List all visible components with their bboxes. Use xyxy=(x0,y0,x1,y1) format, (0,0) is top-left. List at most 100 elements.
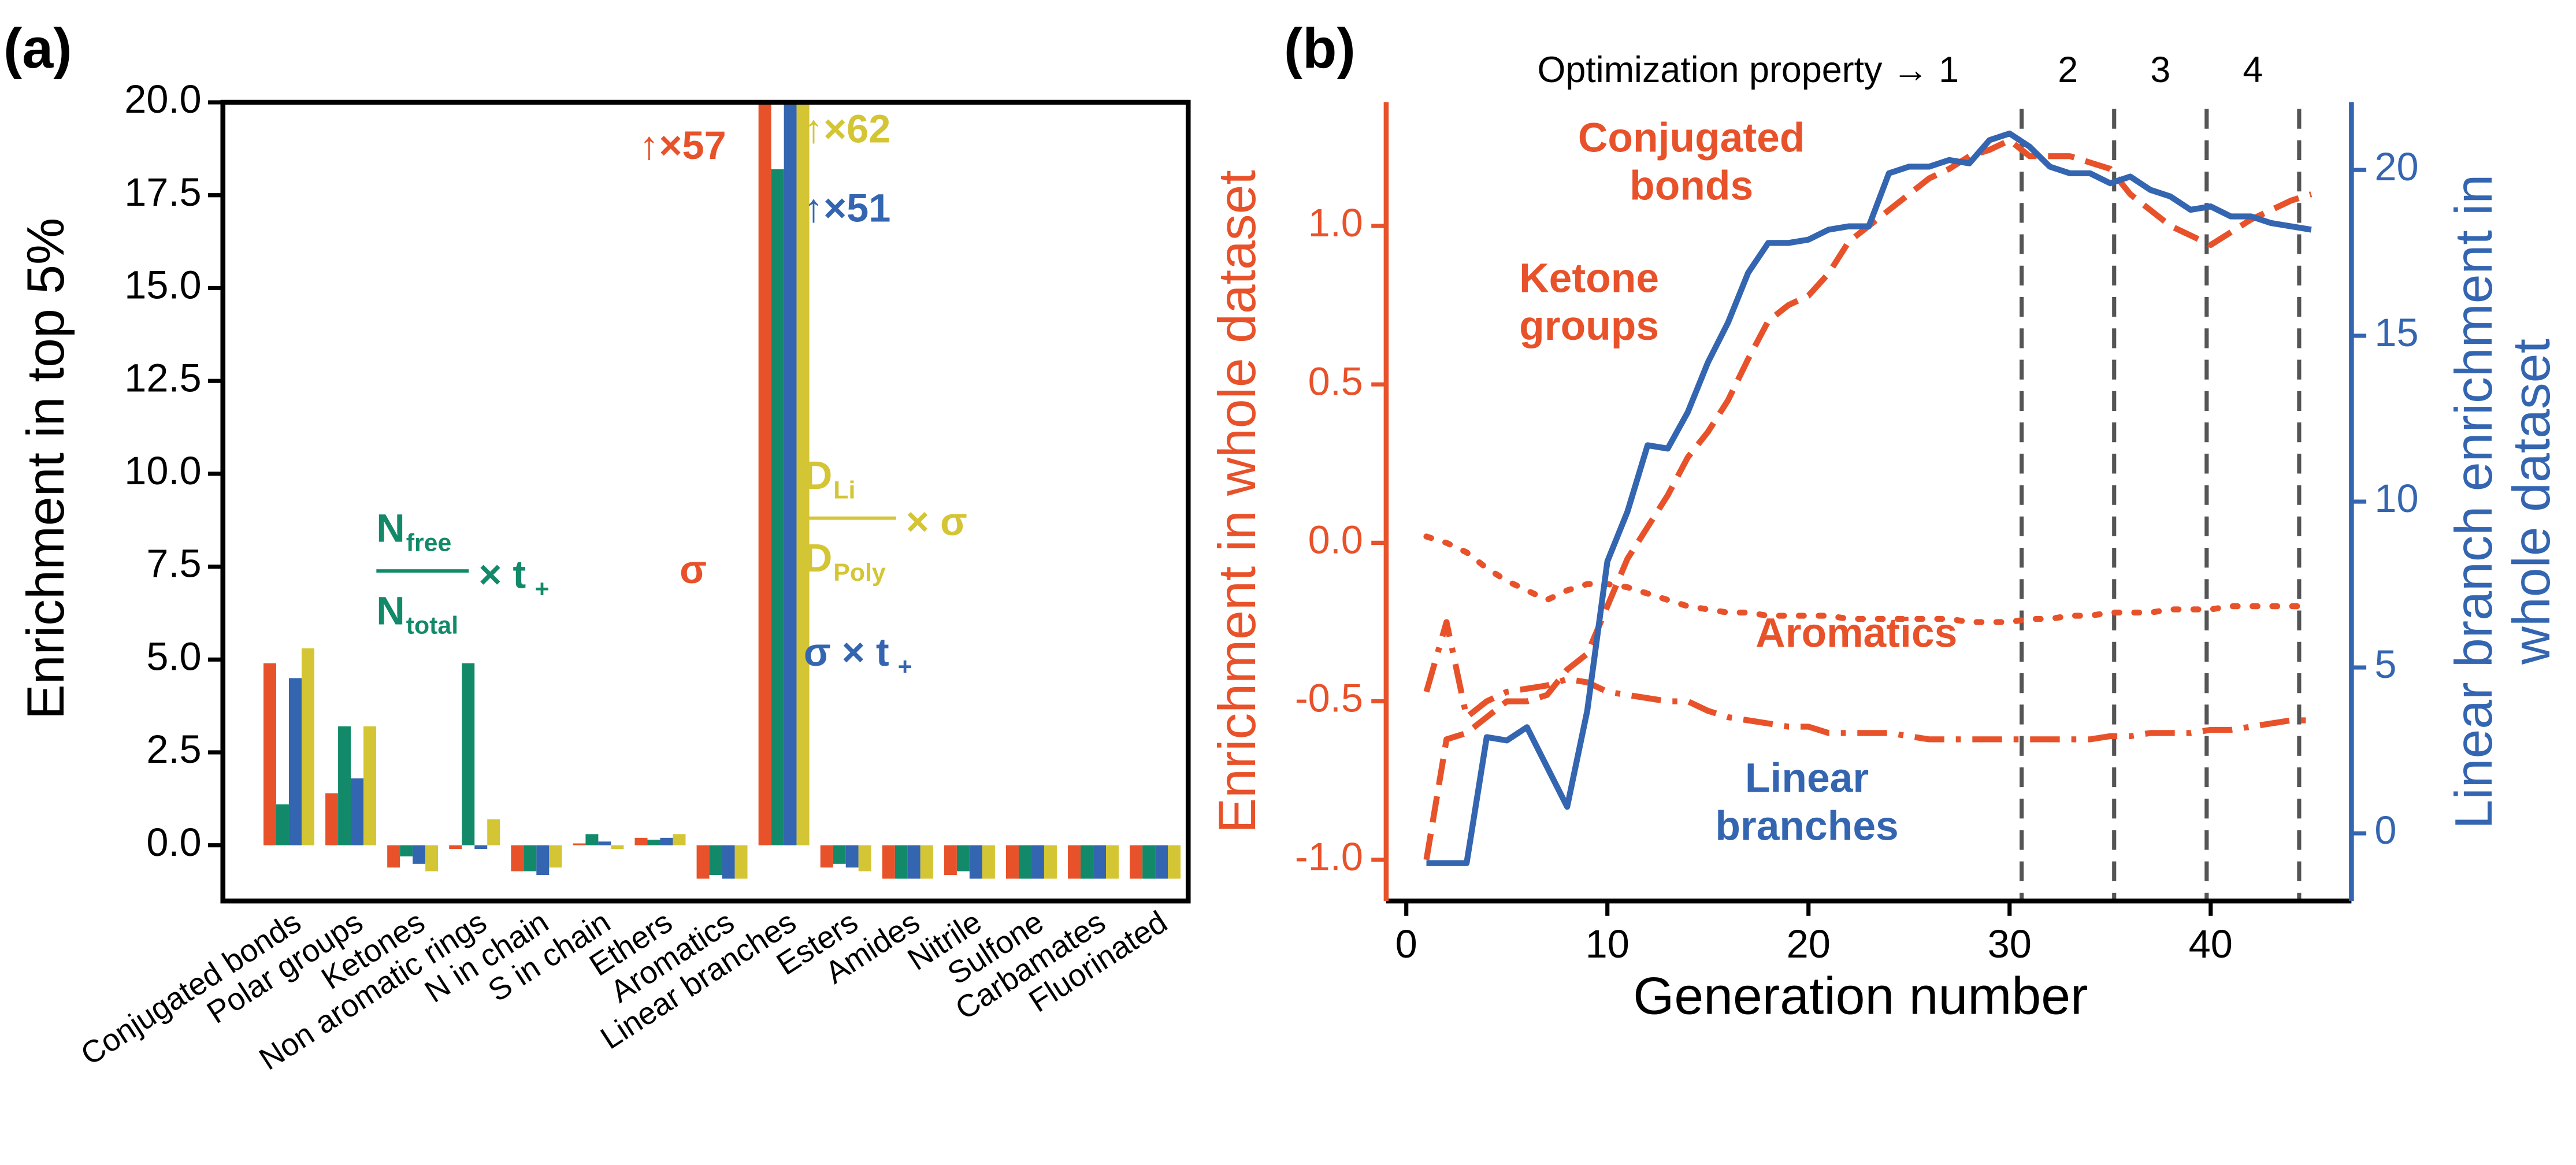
series-label: Aromatics xyxy=(1755,610,1958,657)
bar xyxy=(771,169,784,845)
bar xyxy=(882,845,895,879)
y-tick-label: 20.0 xyxy=(124,77,201,121)
series-label: Conjugated bonds xyxy=(1577,115,1805,209)
bar xyxy=(462,663,475,845)
legend-text: N xyxy=(376,506,404,551)
x-tick-label: 10 xyxy=(1586,922,1630,966)
bar xyxy=(573,843,586,845)
bar xyxy=(611,845,624,849)
legend-text: free xyxy=(406,529,452,557)
legend-text: × t xyxy=(478,552,526,597)
line-series xyxy=(1426,130,2312,866)
x-tick-label: 30 xyxy=(1988,922,2032,966)
y2-tick-label: 10 xyxy=(2374,476,2418,521)
phase-label: Optimization property → 1 xyxy=(1538,50,1959,90)
bar xyxy=(413,845,426,864)
series-label-box: Conjugated bonds xyxy=(1577,115,1805,209)
bar xyxy=(944,845,957,875)
y2-tick-label: 15 xyxy=(2374,310,2418,355)
bar xyxy=(1142,845,1156,879)
y2-axis-label-box: Linear branch enrichment in whole datase… xyxy=(2445,174,2562,829)
bar xyxy=(722,845,735,879)
line-series xyxy=(1423,619,2311,743)
bar xyxy=(449,845,462,849)
value-label: ↑×51 xyxy=(804,186,890,231)
series-label-box: Linear branches xyxy=(1715,755,1899,849)
bar xyxy=(325,793,339,845)
bar xyxy=(487,819,500,845)
bar xyxy=(263,663,276,845)
series-label-box: Aromatics xyxy=(1755,610,1958,657)
bar xyxy=(1031,845,1044,879)
y-tick-label: 7.5 xyxy=(146,541,201,586)
phase-label: 4 xyxy=(2243,50,2263,90)
bar xyxy=(1018,845,1031,879)
bar xyxy=(982,845,995,879)
bar xyxy=(1068,845,1081,879)
panel-label: (a) xyxy=(3,17,72,80)
bar xyxy=(858,845,871,871)
legend-text: N xyxy=(376,588,404,633)
y-axis-label: Enrichment in top 5% xyxy=(16,218,75,719)
bar xyxy=(524,845,537,871)
bar xyxy=(288,678,302,845)
bar xyxy=(1130,845,1143,879)
bar xyxy=(784,102,797,845)
y-tick-label: 15.0 xyxy=(124,263,201,307)
bar xyxy=(387,845,400,868)
legend-text: total xyxy=(406,611,458,639)
y2-tick-label: 20 xyxy=(2374,144,2418,189)
y-tick-label: 0.0 xyxy=(146,820,201,865)
y2-axis-label: Linear branch enrichment in whole datase… xyxy=(2445,174,2562,829)
phase-label: 2 xyxy=(2058,50,2078,90)
y2-tick-label: 0 xyxy=(2374,808,2396,852)
y-tick-label: -0.5 xyxy=(1295,676,1363,721)
bar xyxy=(820,845,833,868)
bar xyxy=(363,726,377,845)
legend-text: σ xyxy=(680,547,707,592)
bar xyxy=(351,778,364,845)
bar xyxy=(425,845,439,871)
legend-text: σ × t xyxy=(804,630,889,674)
bar xyxy=(400,845,413,856)
bar xyxy=(647,840,660,845)
phase-label: 3 xyxy=(2150,50,2170,90)
bar xyxy=(969,845,982,879)
value-label: ↑×62 xyxy=(804,107,890,151)
line-series xyxy=(1423,533,2314,625)
y-tick-label: 17.5 xyxy=(124,170,201,214)
bar xyxy=(956,845,970,871)
y-tick-label: 1.0 xyxy=(1308,201,1363,245)
bar xyxy=(1106,845,1119,879)
bar xyxy=(1005,845,1019,879)
bar xyxy=(474,845,488,849)
legend-text: + xyxy=(534,576,549,603)
y-axis-label: Enrichment in whole dataset xyxy=(1208,170,1267,833)
series-label: Ketone groups xyxy=(1519,255,1660,350)
bar xyxy=(1155,845,1168,879)
y-tick-label: 12.5 xyxy=(124,355,201,400)
bar xyxy=(1093,845,1107,879)
legend-text: Li xyxy=(833,476,855,504)
bar xyxy=(634,837,648,845)
x-tick-label: 20 xyxy=(1787,922,1831,966)
bar xyxy=(894,845,908,879)
x-tick-label: 0 xyxy=(1395,922,1417,966)
y-tick-label: 5.0 xyxy=(146,634,201,678)
series-label-box: Ketone groups xyxy=(1519,255,1660,350)
bar xyxy=(660,837,673,845)
bars xyxy=(263,102,1181,879)
panel-label: (b) xyxy=(1284,17,1356,80)
bar xyxy=(549,845,562,868)
bar xyxy=(673,834,686,845)
bar xyxy=(907,845,920,879)
bar xyxy=(276,804,289,845)
y-tick-label: -1.0 xyxy=(1295,834,1363,879)
bar xyxy=(598,841,611,845)
x-tick-label: 40 xyxy=(2189,922,2233,966)
series-label: Linear branches xyxy=(1715,755,1899,849)
bar xyxy=(709,845,722,875)
bar xyxy=(734,845,748,879)
